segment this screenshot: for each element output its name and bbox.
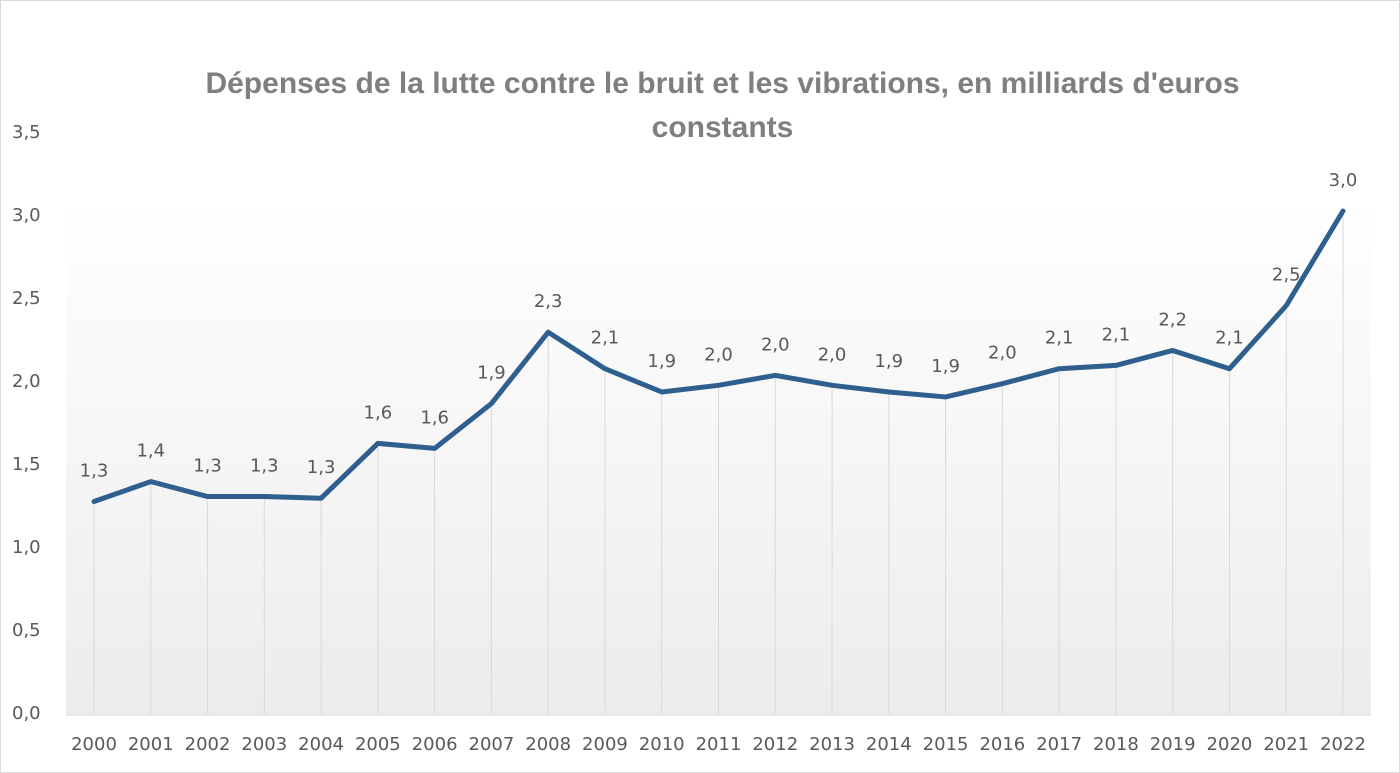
x-tick-label: 2001 [128, 734, 174, 755]
x-tick-label: 2022 [1320, 734, 1366, 755]
data-label: 1,9 [874, 351, 903, 372]
data-label: 2,1 [1215, 328, 1244, 349]
data-label: 2,1 [591, 328, 620, 349]
data-label: 1,6 [364, 402, 393, 423]
data-label: 1,3 [80, 461, 109, 482]
chart-title: Dépenses de la lutte contre le bruit et … [205, 67, 1240, 144]
x-tick-label: 2005 [355, 734, 401, 755]
x-tick-label: 2017 [1036, 734, 1082, 755]
data-label: 1,3 [307, 457, 336, 478]
x-tick-label: 2000 [71, 734, 117, 755]
x-tick-label: 2020 [1207, 734, 1253, 755]
y-tick-label: 0,5 [12, 620, 41, 641]
data-label: 2,0 [988, 343, 1017, 364]
x-tick-label: 2012 [752, 734, 798, 755]
x-tick-label: 2010 [639, 734, 685, 755]
data-label: 2,3 [534, 291, 563, 312]
data-label: 3,0 [1329, 170, 1358, 191]
data-label: 1,6 [420, 407, 449, 428]
x-tick-label: 2003 [241, 734, 287, 755]
y-tick-label: 0,0 [12, 703, 41, 724]
x-tick-label: 2006 [412, 734, 458, 755]
data-label: 2,1 [1102, 324, 1131, 345]
x-tick-label: 2018 [1093, 734, 1139, 755]
y-tick-label: 1,0 [12, 537, 41, 558]
y-tick-label: 1,5 [12, 454, 41, 475]
y-tick-label: 2,0 [12, 371, 41, 392]
x-tick-label: 2019 [1150, 734, 1196, 755]
data-label: 2,2 [1158, 309, 1187, 330]
y-tick-label: 3,5 [12, 122, 41, 143]
x-tick-label: 2014 [866, 734, 912, 755]
y-tick-label: 3,0 [12, 205, 41, 226]
x-tick-label: 2016 [979, 734, 1025, 755]
data-label: 1,4 [136, 441, 165, 462]
x-tick-label: 2008 [525, 734, 571, 755]
x-tick-label: 2007 [469, 734, 515, 755]
series-line [91, 208, 1346, 505]
data-label: 2,5 [1272, 265, 1301, 286]
data-label: 2,0 [818, 344, 847, 365]
data-label: 1,9 [477, 363, 506, 384]
data-label: 2,0 [761, 334, 790, 355]
data-label: 1,3 [193, 456, 222, 477]
x-tick-label: 2011 [696, 734, 742, 755]
x-tick-label: 2021 [1263, 734, 1309, 755]
data-label: 2,1 [1045, 328, 1074, 349]
data-label: 1,3 [250, 456, 279, 477]
data-label: 2,0 [704, 344, 733, 365]
data-label: 1,9 [931, 356, 960, 377]
x-tick-label: 2013 [809, 734, 855, 755]
x-tick-label: 2009 [582, 734, 628, 755]
data-label: 1,9 [647, 351, 676, 372]
y-tick-label: 2,5 [12, 288, 41, 309]
x-tick-label: 2015 [923, 734, 969, 755]
x-tick-label: 2004 [298, 734, 344, 755]
x-tick-label: 2002 [185, 734, 231, 755]
